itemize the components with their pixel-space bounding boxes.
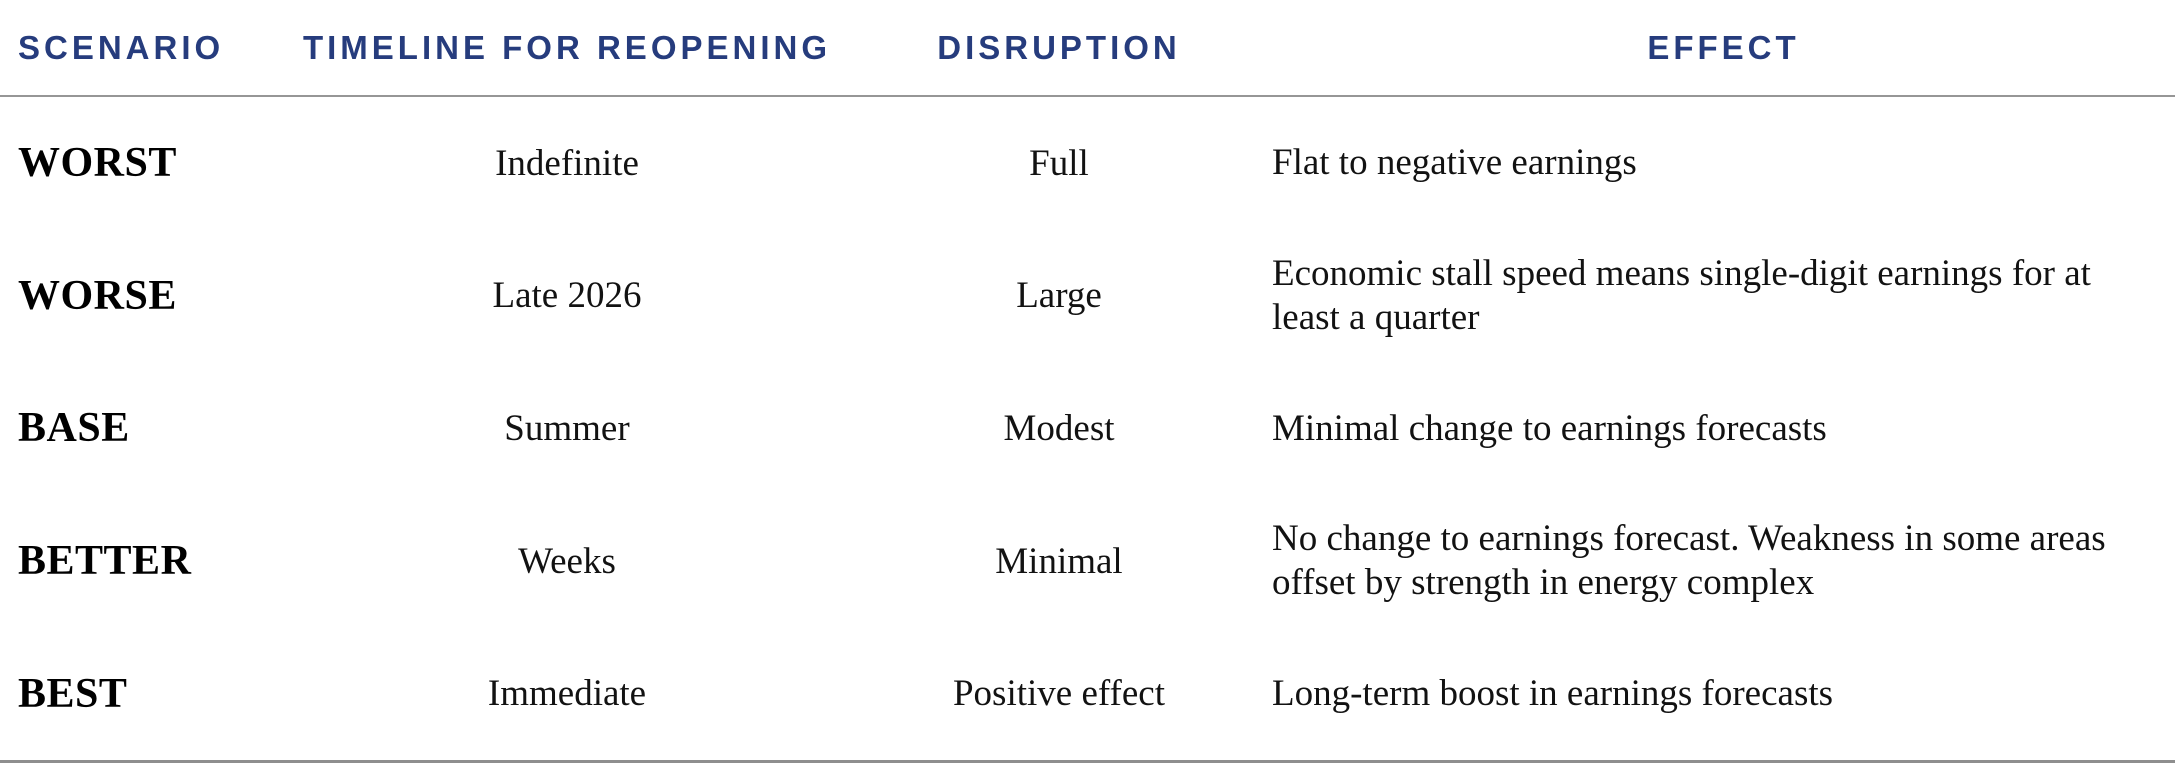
disruption-cell: Large: [1016, 275, 1102, 317]
scenario-cell: BETTER: [18, 538, 192, 585]
table-row: WORST Indefinite Full Flat to negative e…: [0, 97, 2175, 230]
disruption-cell: Modest: [1003, 407, 1115, 449]
scenario-cell: BASE: [18, 405, 130, 452]
scenario-cell: BEST: [18, 670, 128, 717]
effect-cell: Economic stall speed means single-digit …: [1272, 253, 2091, 338]
timeline-cell: Immediate: [487, 673, 647, 715]
table-row: WORSE Late 2026 Large Economic stall spe…: [0, 230, 2175, 363]
column-header-timeline: TIMELINE FOR REOPENING: [302, 28, 832, 66]
table-header-row: SCENARIO TIMELINE FOR REOPENING DISRUPTI…: [0, 0, 2175, 97]
column-header-effect: EFFECT: [1647, 28, 1800, 66]
disruption-cell: Positive effect: [952, 673, 1165, 715]
effect-cell: Flat to negative earnings: [1272, 142, 1637, 184]
scenario-cell: WORST: [18, 140, 177, 187]
timeline-cell: Weeks: [518, 540, 616, 582]
column-header-scenario: SCENARIO: [18, 28, 225, 66]
column-header-disruption: DISRUPTION: [937, 28, 1181, 66]
table-body: WORST Indefinite Full Flat to negative e…: [0, 97, 2175, 763]
table-row: BETTER Weeks Minimal No change to earnin…: [0, 495, 2175, 628]
timeline-cell: Indefinite: [495, 142, 639, 184]
effect-cell: Minimal change to earnings forecasts: [1272, 407, 1827, 449]
table-row: BASE Summer Modest Minimal change to ear…: [0, 362, 2175, 495]
timeline-cell: Late 2026: [492, 275, 642, 317]
table-row: BEST Immediate Positive effect Long-term…: [0, 627, 2175, 760]
effect-cell: Long-term boost in earnings forecasts: [1272, 672, 1834, 714]
scenario-cell: WORSE: [18, 272, 177, 319]
disruption-cell: Full: [1029, 142, 1089, 184]
timeline-cell: Summer: [504, 407, 630, 449]
effect-cell: No change to earnings forecast. Weakness…: [1272, 518, 2106, 604]
disruption-cell: Minimal: [995, 540, 1123, 582]
